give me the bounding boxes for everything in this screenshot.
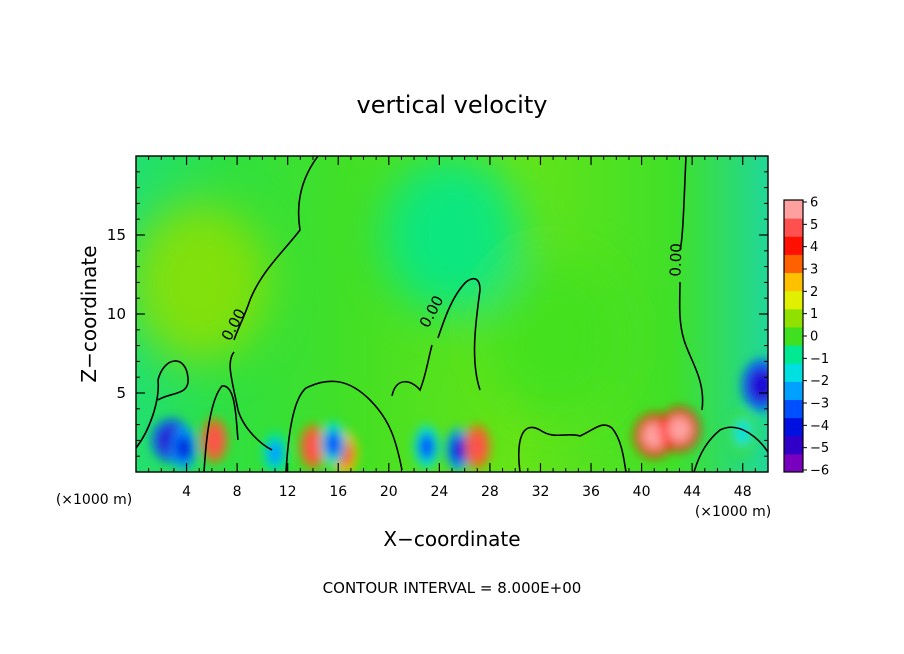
contour-interval-footer: CONTOUR INTERVAL = 8.000E+00 xyxy=(323,579,582,597)
zero-contour-mid-upper xyxy=(437,277,481,391)
colorbar-swatch xyxy=(784,308,803,328)
colorbar-tick-label: −1 xyxy=(810,352,829,367)
x-tick-label: 40 xyxy=(633,484,651,500)
colorbar-swatch xyxy=(784,272,803,292)
colorbar-tick-label: −3 xyxy=(810,397,829,412)
colorbar-swatch xyxy=(784,254,803,274)
zero-contour-bumps xyxy=(136,360,768,472)
colorbar-swatch xyxy=(784,381,803,400)
colorbar-swatch xyxy=(784,345,803,364)
colorbar-tick-label: −2 xyxy=(810,374,829,389)
zero-contour-left-upper xyxy=(233,156,319,341)
y-tick-label: 10 xyxy=(107,305,126,323)
x-tick-label: 48 xyxy=(734,484,752,500)
x-tick-label: 16 xyxy=(329,484,347,500)
colorbar-tick-label: 6 xyxy=(810,196,818,211)
colorbar-tick-label: 3 xyxy=(810,263,818,278)
field-cell-core xyxy=(418,433,435,460)
x-tick-label: 20 xyxy=(380,484,398,500)
field-cell-core xyxy=(469,433,486,460)
field-cell xyxy=(382,156,522,315)
colorbar-tick-label: 1 xyxy=(810,307,818,322)
y-tick-label: 15 xyxy=(107,226,126,244)
field-cell-peak xyxy=(673,422,686,436)
field-cell-core xyxy=(206,427,223,454)
contour-label-3: 0.00 xyxy=(666,243,685,277)
zero-contour-right xyxy=(678,156,704,411)
field-cell-core xyxy=(267,439,283,467)
colorbar-swatch xyxy=(784,236,803,255)
field-cell-core xyxy=(305,433,321,460)
zero-contour-lines xyxy=(136,156,768,472)
x-tick-label: 36 xyxy=(582,484,600,500)
colorbar-tick-label: −4 xyxy=(810,419,829,434)
x-axis-label: X−coordinate xyxy=(383,527,520,551)
colorbar-tick-label: 0 xyxy=(810,330,818,345)
colorbar-swatch xyxy=(784,417,803,437)
colorbar-tick-label: 4 xyxy=(810,240,818,255)
colorbar-swatch xyxy=(784,290,803,310)
colorbar-swatch xyxy=(784,363,803,382)
x-tick-label: 4 xyxy=(182,484,191,500)
field-cell-peak xyxy=(755,377,768,393)
colorbar-swatch xyxy=(784,218,803,237)
colorbar-tick-label: 2 xyxy=(810,285,818,300)
x-tick-label: 8 xyxy=(233,484,242,500)
colorbar-tick-label: −6 xyxy=(810,464,829,479)
field-cell-core xyxy=(325,430,341,457)
x-unit-left: (×1000 m) xyxy=(56,492,132,508)
zero-contour-mid-low xyxy=(391,344,433,397)
colorbar: 6 5 4 3 2 1 0 −1 −2 −3 −4 −5 −6 xyxy=(783,196,829,479)
field-cell-core xyxy=(734,419,751,446)
colorbar-swatch xyxy=(784,435,803,455)
y-axis-label: Z−coordinate xyxy=(77,245,101,382)
field-cell-peak xyxy=(648,429,661,443)
colorbar-swatch xyxy=(784,326,803,346)
colorbar-swatch xyxy=(784,453,803,473)
colorbar-swatch xyxy=(784,200,803,219)
y-axis-ticks: 5 10 15 xyxy=(107,171,768,457)
colorbar-tick-label: −5 xyxy=(810,441,829,456)
field-cell xyxy=(483,257,624,418)
field-cells xyxy=(151,359,768,472)
field-cell xyxy=(136,202,270,363)
x-tick-label: 28 xyxy=(481,484,499,500)
x-tick-label: 44 xyxy=(683,484,701,500)
colorbar-swatch xyxy=(784,399,803,419)
x-tick-label: 12 xyxy=(279,484,297,500)
zero-contour-left-low xyxy=(229,351,273,451)
x-axis-ticks: 4 8 12 16 20 24 28 32 36 40 44 48 xyxy=(148,156,756,500)
colorbar-tick-label: 5 xyxy=(810,218,818,233)
y-tick-label: 5 xyxy=(116,384,126,402)
x-tick-label: 24 xyxy=(430,484,448,500)
field-cell-core xyxy=(176,435,192,462)
x-tick-label: 32 xyxy=(532,484,550,500)
chart-title: vertical velocity xyxy=(357,91,548,119)
field-broad-features xyxy=(136,156,624,418)
field-cell-core xyxy=(450,436,467,464)
x-unit-right: (×1000 m) xyxy=(695,504,771,520)
plot-area: 0.00 0.00 0.00 4 8 12 16 20 24 28 32 36 40 44 48 51… xyxy=(107,155,769,500)
